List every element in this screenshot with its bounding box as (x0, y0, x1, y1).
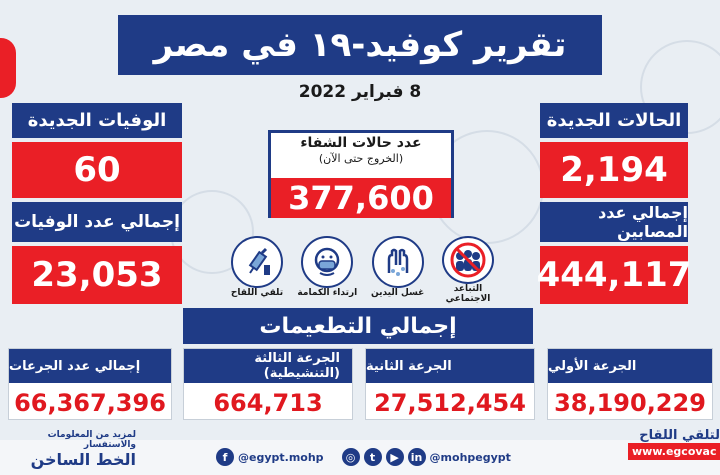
hotline-block: لمزيد من المعلومات والاستفسار الخط الساخ… (6, 430, 136, 469)
vaccination-label: الجرعة الثالثة (التنشيطية) (184, 349, 352, 383)
new-cases-label: الحالات الجديدة (540, 103, 688, 138)
vaccine-signup-block: لتلقي اللقاح www.egcovac (628, 428, 720, 460)
precaution-label: غسل اليدين (371, 288, 425, 298)
footer: لمزيد من المعلومات والاستفسار الخط الساخ… (0, 428, 720, 475)
total-cases-value: 444,117 (537, 246, 691, 304)
precaution-label: التباعد الاجتماعي (445, 284, 491, 304)
new-deaths-label: الوفيات الجديدة (12, 103, 182, 138)
vaccination-value: 66,367,396 (14, 389, 166, 417)
facebook-icon[interactable]: f (216, 448, 234, 466)
facebook-handle[interactable]: @egypt.mohp (238, 450, 324, 464)
instagram-icon[interactable]: ◎ (341, 448, 360, 466)
recovered-value: 377,600 (271, 178, 451, 218)
precaution-item: ارتداء الكمامة (295, 236, 359, 304)
mohp-logo-shape (0, 38, 16, 98)
total-deaths-value: 23,053 (12, 246, 182, 304)
linkedin-icon[interactable]: in (407, 448, 426, 466)
precaution-item: تلقي اللقاح (225, 236, 289, 304)
recovered-label: عدد حالات الشفاء (300, 135, 422, 151)
twitter-icon[interactable]: t (363, 448, 382, 466)
new-deaths-value: 60 (12, 142, 182, 198)
vaccine-note: لتلقي اللقاح (639, 428, 720, 443)
precaution-item: غسل اليدين (366, 236, 430, 304)
vaccinations-title: إجمالي التطعيمات (183, 308, 533, 344)
precaution-item: التباعد الاجتماعي (436, 236, 500, 304)
vaccination-card-first-dose: الجرعة الأولي 38,190,229 (547, 348, 713, 420)
social-links: f @egypt.mohp ◎ t ▶ in @mohpegypt (216, 448, 511, 466)
face-mask-icon (301, 236, 354, 288)
report-date: 8 فبراير 2022 (298, 82, 422, 102)
vaccination-card-second-dose: الجرعة الثانية 27,512,454 (365, 348, 535, 420)
total-deaths-label: إجمالي عدد الوفيات (12, 202, 182, 242)
vaccine-site-link[interactable]: www.egcovac (628, 443, 720, 460)
hand-washing-icon (371, 236, 424, 288)
vaccination-label: إجمالي عدد الجرعات (9, 349, 171, 383)
hotline-note: لمزيد من المعلومات والاستفسار (47, 430, 136, 450)
vaccination-label: الجرعة الأولي (548, 349, 712, 383)
vaccination-value: 664,713 (213, 389, 323, 417)
recovered-sublabel: (الخروج حتى الآن) (318, 152, 404, 165)
social-handle[interactable]: @mohpegypt (429, 450, 511, 464)
precautions-row: التباعد الاجتماعي غسل اليدين ارتداء الكم… (225, 236, 500, 304)
vaccination-value: 27,512,454 (374, 389, 526, 417)
vaccination-card-booster-dose: الجرعة الثالثة (التنشيطية) 664,713 (183, 348, 353, 420)
vaccination-card-total-doses: إجمالي عدد الجرعات 66,367,396 (8, 348, 172, 420)
hotline-label: الخط الساخن (30, 450, 136, 469)
vaccination-value: 38,190,229 (554, 389, 706, 417)
youtube-icon[interactable]: ▶ (385, 448, 404, 466)
page-title: تقرير كوفيد-١٩ في مصر (118, 15, 602, 75)
total-cases-label: إجمالي عدد المصابين (540, 202, 688, 242)
precaution-label: ارتداء الكمامة (297, 288, 358, 298)
new-cases-value: 2,194 (540, 142, 688, 198)
precaution-label: تلقي اللقاح (230, 288, 284, 298)
vaccine-syringe-icon (231, 236, 283, 288)
recovered-panel: عدد حالات الشفاء (الخروج حتى الآن) 377,6… (268, 130, 454, 218)
social-distancing-icon (441, 236, 494, 284)
vaccination-label: الجرعة الثانية (366, 349, 534, 383)
